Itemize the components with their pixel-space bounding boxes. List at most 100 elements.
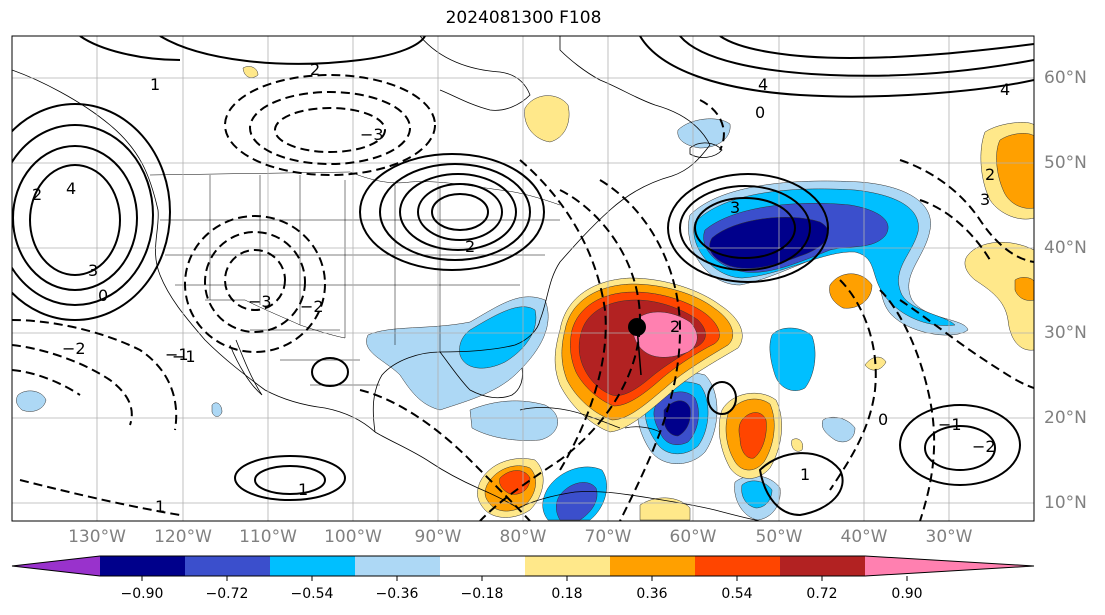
colorbar-label: 0.90 [891,586,923,602]
anomaly-pos-small-b [242,66,259,78]
coast-canada-east [559,36,711,146]
colorbar-segment [780,556,865,576]
lon-label: 110°W [239,527,297,547]
contour-north-2 [79,36,181,61]
lat-label: 10°N [1044,493,1087,513]
contour-rockies-2 [204,231,306,333]
colorbar-segment [185,556,270,576]
contour-label: −1 [938,415,962,434]
lon-label: 60°W [669,527,717,547]
anomaly-pos-east-carib-3 [738,412,767,459]
lat-label: 60°N [1044,68,1087,88]
colorbar-ticks [141,576,908,581]
colorbar-label: 0.36 [636,586,668,602]
anomaly-neg-pacific [16,390,47,412]
lon-label: 40°W [840,527,888,547]
lon-label: 120°W [154,527,212,547]
contour-label: −2 [972,437,996,456]
contour-label: −2 [62,339,86,358]
contour-rockies-3 [184,215,326,353]
contour-label: 3 [88,261,98,280]
contour-label: 1 [155,497,165,516]
lat-label: 40°N [1044,238,1087,258]
lon-label: 30°W [925,527,973,547]
contour-label: 2 [310,60,320,79]
contour-label: −3 [360,125,384,144]
anomaly-pos-midatl [829,273,873,309]
lat-label: 50°N [1044,153,1087,173]
anomaly-neg-mexico [211,402,223,417]
contour-label: 0 [878,410,888,429]
anomaly-pos-tropic-small [639,497,691,521]
contour-label: 4 [1000,80,1010,99]
coast-west-north-america [12,69,376,433]
coast-yucatan [439,351,523,399]
map-title: 2024081300 F108 [445,8,602,28]
colorbar-label: −0.90 [120,586,164,602]
contour-label: 2 [32,185,42,204]
coast-newfoundland [689,142,723,158]
anomaly-pos-east-atl-2 [996,133,1034,209]
contour-label: 2 [465,237,475,256]
colorbar-segment [100,556,185,576]
map-panel: 4 3 2 1 0 −1 −2 −3 2 3 4 1 0 −1 −2 2 3 4… [12,36,1034,521]
contour-west-high-2 [12,145,138,291]
lon-label: 50°W [755,527,803,547]
contour-west-high-1 [29,164,121,276]
colorbar-label: −0.18 [460,586,504,602]
coast-baja [229,339,263,396]
colorbar-label: −0.72 [205,586,249,602]
lon-label: 70°W [584,527,632,547]
contour-atlantic-3 [667,173,829,283]
anomaly-pos-east-atl-3 [964,241,1034,351]
coast-hudson [419,36,531,111]
contour-great-lakes-1 [431,193,489,231]
colorbar-segment [440,556,525,576]
contour-north-atl-2 [679,36,1034,77]
contour-canada-low-3 [224,74,436,176]
contour-east-pacific-2 [254,465,326,495]
shaded-anomalies [16,66,1034,521]
contour-west-high-3 [12,124,154,306]
contour-great-lakes-5 [359,153,545,271]
storm-track [636,326,642,376]
contour-north-1 [159,36,426,65]
contour-east-atl-1 [899,159,1034,263]
contour-east-tropics-dash [899,299,1034,389]
colorbar-label: 0.18 [551,586,583,602]
anomaly-pos-small-c [791,438,803,452]
contour-north-atl-1 [639,36,1034,98]
contour-label: 2 [670,317,680,336]
contour-pacific-south [19,479,181,516]
contour-label: −3 [248,292,272,311]
colorbar-segment [610,556,695,576]
contour-pacific-3 [12,369,81,396]
contour-label: 0 [755,103,765,122]
lat-label: 30°N [1044,323,1087,343]
coastlines [12,36,761,521]
colorbar-label: −0.36 [375,586,419,602]
negative-contours [12,74,1034,521]
anomaly-pos-labrador [524,95,570,143]
contour-great-lakes-3 [399,173,517,251]
contour-north-atl-3 [719,36,1034,60]
contour-great-lakes-2 [417,183,503,241]
colorbar-extend-high [865,556,1034,576]
contour-label: 1 [298,480,308,499]
border-states-1 [209,175,441,352]
lon-label: 130°W [68,527,126,547]
contour-atlantic-2 [679,185,811,271]
contour-great-lakes-4 [379,163,531,261]
contour-label: 3 [980,190,990,209]
contour-label: −2 [300,297,324,316]
contour-label: 3 [730,198,740,217]
contour-newfoundland [699,99,725,151]
contour-rockies-1 [224,249,286,311]
contour-label: −1 [165,345,189,364]
contour-labels: 4 3 2 1 0 −1 −2 −3 2 3 4 1 0 −1 −2 2 3 4… [32,60,1010,516]
contour-west-high-4 [12,103,171,321]
contour-label: 1 [150,75,160,94]
graticule [12,36,1034,521]
anomaly-neg-newfoundland [677,118,731,149]
